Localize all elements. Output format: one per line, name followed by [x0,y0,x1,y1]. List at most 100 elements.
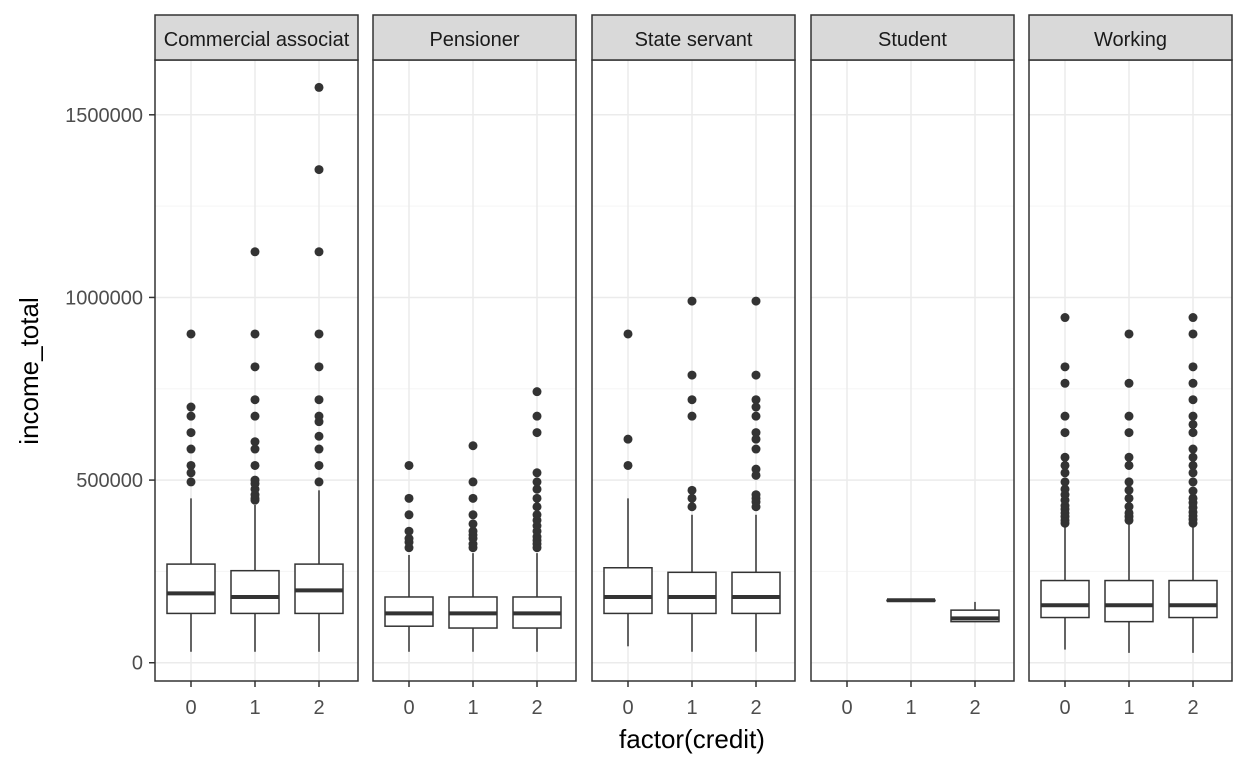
x-tick-label: 1 [1123,697,1134,719]
y-tick-label: 1000000 [65,287,143,309]
x-tick-label: 0 [622,697,633,719]
y-axis-title: income_total [14,297,44,444]
box-iqr [731,571,781,615]
outlier-point [404,534,414,544]
y-tick-label: 0 [132,653,143,675]
box-1 [667,296,717,652]
outlier-point [1188,477,1198,487]
outlier-point [532,411,542,421]
box-2 [294,82,344,652]
outlier-point [404,526,414,536]
outlier-point [532,387,542,397]
outlier-point [1124,508,1134,518]
outlier-point [1124,378,1134,388]
x-tick-label: 1 [249,697,260,719]
box-iqr [1104,579,1154,623]
facet-strip [810,14,1015,61]
outlier-point [404,510,414,520]
box-0 [384,460,434,652]
outlier-point [1060,362,1070,372]
outlier-point [250,444,260,454]
facet-strip [372,14,577,61]
outlier-point [186,468,196,478]
outlier-point [186,402,196,412]
outlier-point [186,428,196,438]
outlier-point [1060,460,1070,470]
outlier-point [1188,468,1198,478]
outlier-point [1188,395,1198,405]
outlier-point [250,411,260,421]
outlier-point [250,437,260,447]
outlier-point [468,519,478,529]
x-tick-label: 2 [1187,697,1198,719]
outlier-point [1188,493,1198,503]
outlier-point [1188,428,1198,438]
x-tick-label: 1 [686,697,697,719]
x-tick-label: 1 [467,697,478,719]
facet-strip [154,14,359,61]
outlier-point [1188,486,1198,496]
outlier-point [314,431,324,441]
facet-strip-label: Commercial associat [164,29,350,51]
outlier-point [314,460,324,470]
outlier-point [687,296,697,306]
outlier-point [1060,411,1070,421]
outlier-point [532,477,542,487]
outlier-point [751,370,761,380]
box-2 [1168,313,1218,653]
outlier-point [1188,419,1198,429]
outlier-point [314,362,324,372]
outlier-point [1060,378,1070,388]
x-tick-label: 2 [313,697,324,719]
facet-panel-pensioner: Pensioner 0 1 2 [372,14,577,719]
outlier-point [314,82,324,92]
outlier-point [687,493,697,503]
outlier-point [532,468,542,478]
outlier-point [751,395,761,405]
facet-strip-label: State servant [635,29,753,51]
outlier-point [687,395,697,405]
panel-background [373,60,576,681]
facet-strip-label: Working [1094,29,1167,51]
outlier-point [314,165,324,175]
outlier-point [1188,411,1198,421]
outlier-point [186,329,196,339]
outlier-point [1060,484,1070,494]
outlier-point [468,477,478,487]
outlier-point [623,329,633,339]
box-0 [1040,313,1090,650]
facet-strip [591,14,796,61]
outlier-point [1188,378,1198,388]
outlier-point [404,493,414,503]
outlier-point [751,470,761,480]
outlier-point [751,444,761,454]
outlier-point [186,477,196,487]
x-tick-label: 2 [750,697,761,719]
outlier-point [1124,452,1134,462]
outlier-point [250,475,260,485]
box-iqr [230,569,280,615]
box-0 [603,329,653,647]
outlier-point [250,329,260,339]
outlier-point [1124,493,1134,503]
facet-panel-state-servant: State servant 0 1 2 [591,14,796,719]
y-tick-label: 1500000 [65,105,143,127]
box-1 [448,441,498,652]
box-1 [886,598,936,603]
x-tick-label: 0 [841,697,852,719]
outlier-point [250,460,260,470]
outlier-point [314,444,324,454]
x-tick-label: 0 [1059,697,1070,719]
facet-strip-label: Pensioner [429,29,519,51]
outlier-point [314,395,324,405]
outlier-point [1124,485,1134,495]
outlier-point [314,411,324,421]
facet-strip-label: Student [878,29,947,51]
box-2 [950,601,1000,623]
outlier-point [1060,428,1070,438]
outlier-point [687,370,697,380]
outlier-point [751,296,761,306]
outlier-point [186,444,196,454]
outlier-point [1188,329,1198,339]
